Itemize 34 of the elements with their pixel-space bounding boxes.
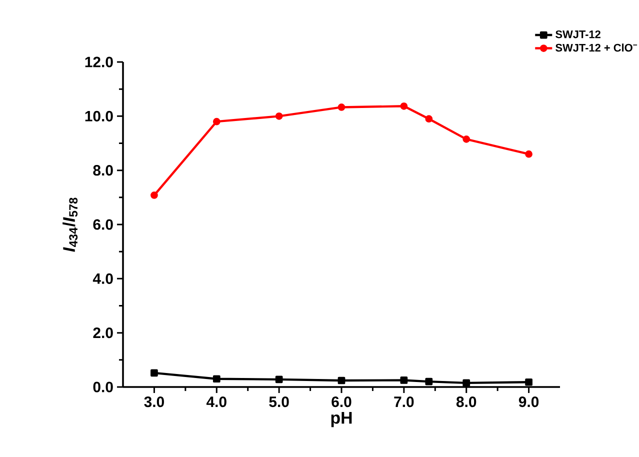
y-tick-label: 2.0 xyxy=(93,328,113,338)
x-tick-label: 7.0 xyxy=(394,396,414,408)
point xyxy=(338,104,346,111)
x-tick-label: 4.0 xyxy=(206,396,226,408)
point xyxy=(212,118,220,126)
point xyxy=(525,150,532,158)
legend-label: SWJT-12 + ClO$^{−}$ xyxy=(556,44,638,52)
point xyxy=(400,376,408,384)
x-tick-label: 6.0 xyxy=(332,396,352,408)
point xyxy=(275,112,283,120)
point xyxy=(425,115,433,123)
x-tick-label: 3.0 xyxy=(144,396,164,408)
x-tick-label: 5.0 xyxy=(269,396,289,408)
x-tick-label: 8.0 xyxy=(456,396,476,408)
point xyxy=(275,376,283,384)
x-tick-label: 9.0 xyxy=(518,396,539,408)
y-tick-label: 4.0 xyxy=(92,273,113,284)
point xyxy=(462,136,470,143)
y-tick-label: 10.0 xyxy=(85,110,113,122)
y-tick-label: 6.0 xyxy=(93,219,113,230)
point xyxy=(338,376,346,384)
point xyxy=(150,192,158,199)
y-tick-label: 0.0 xyxy=(93,382,113,392)
point xyxy=(425,378,433,386)
point xyxy=(525,378,532,386)
legend-label: SWJT-12 xyxy=(556,30,600,38)
y-axis-title: I$_{434}$/I$_{578}$ xyxy=(62,198,78,252)
x-axis-title: pH xyxy=(331,412,352,428)
y-tick-label: 8.0 xyxy=(93,165,113,176)
y-tick-label: 12.0 xyxy=(85,56,113,68)
point xyxy=(400,102,408,110)
point xyxy=(462,379,470,387)
point xyxy=(212,375,220,383)
point xyxy=(150,369,158,377)
